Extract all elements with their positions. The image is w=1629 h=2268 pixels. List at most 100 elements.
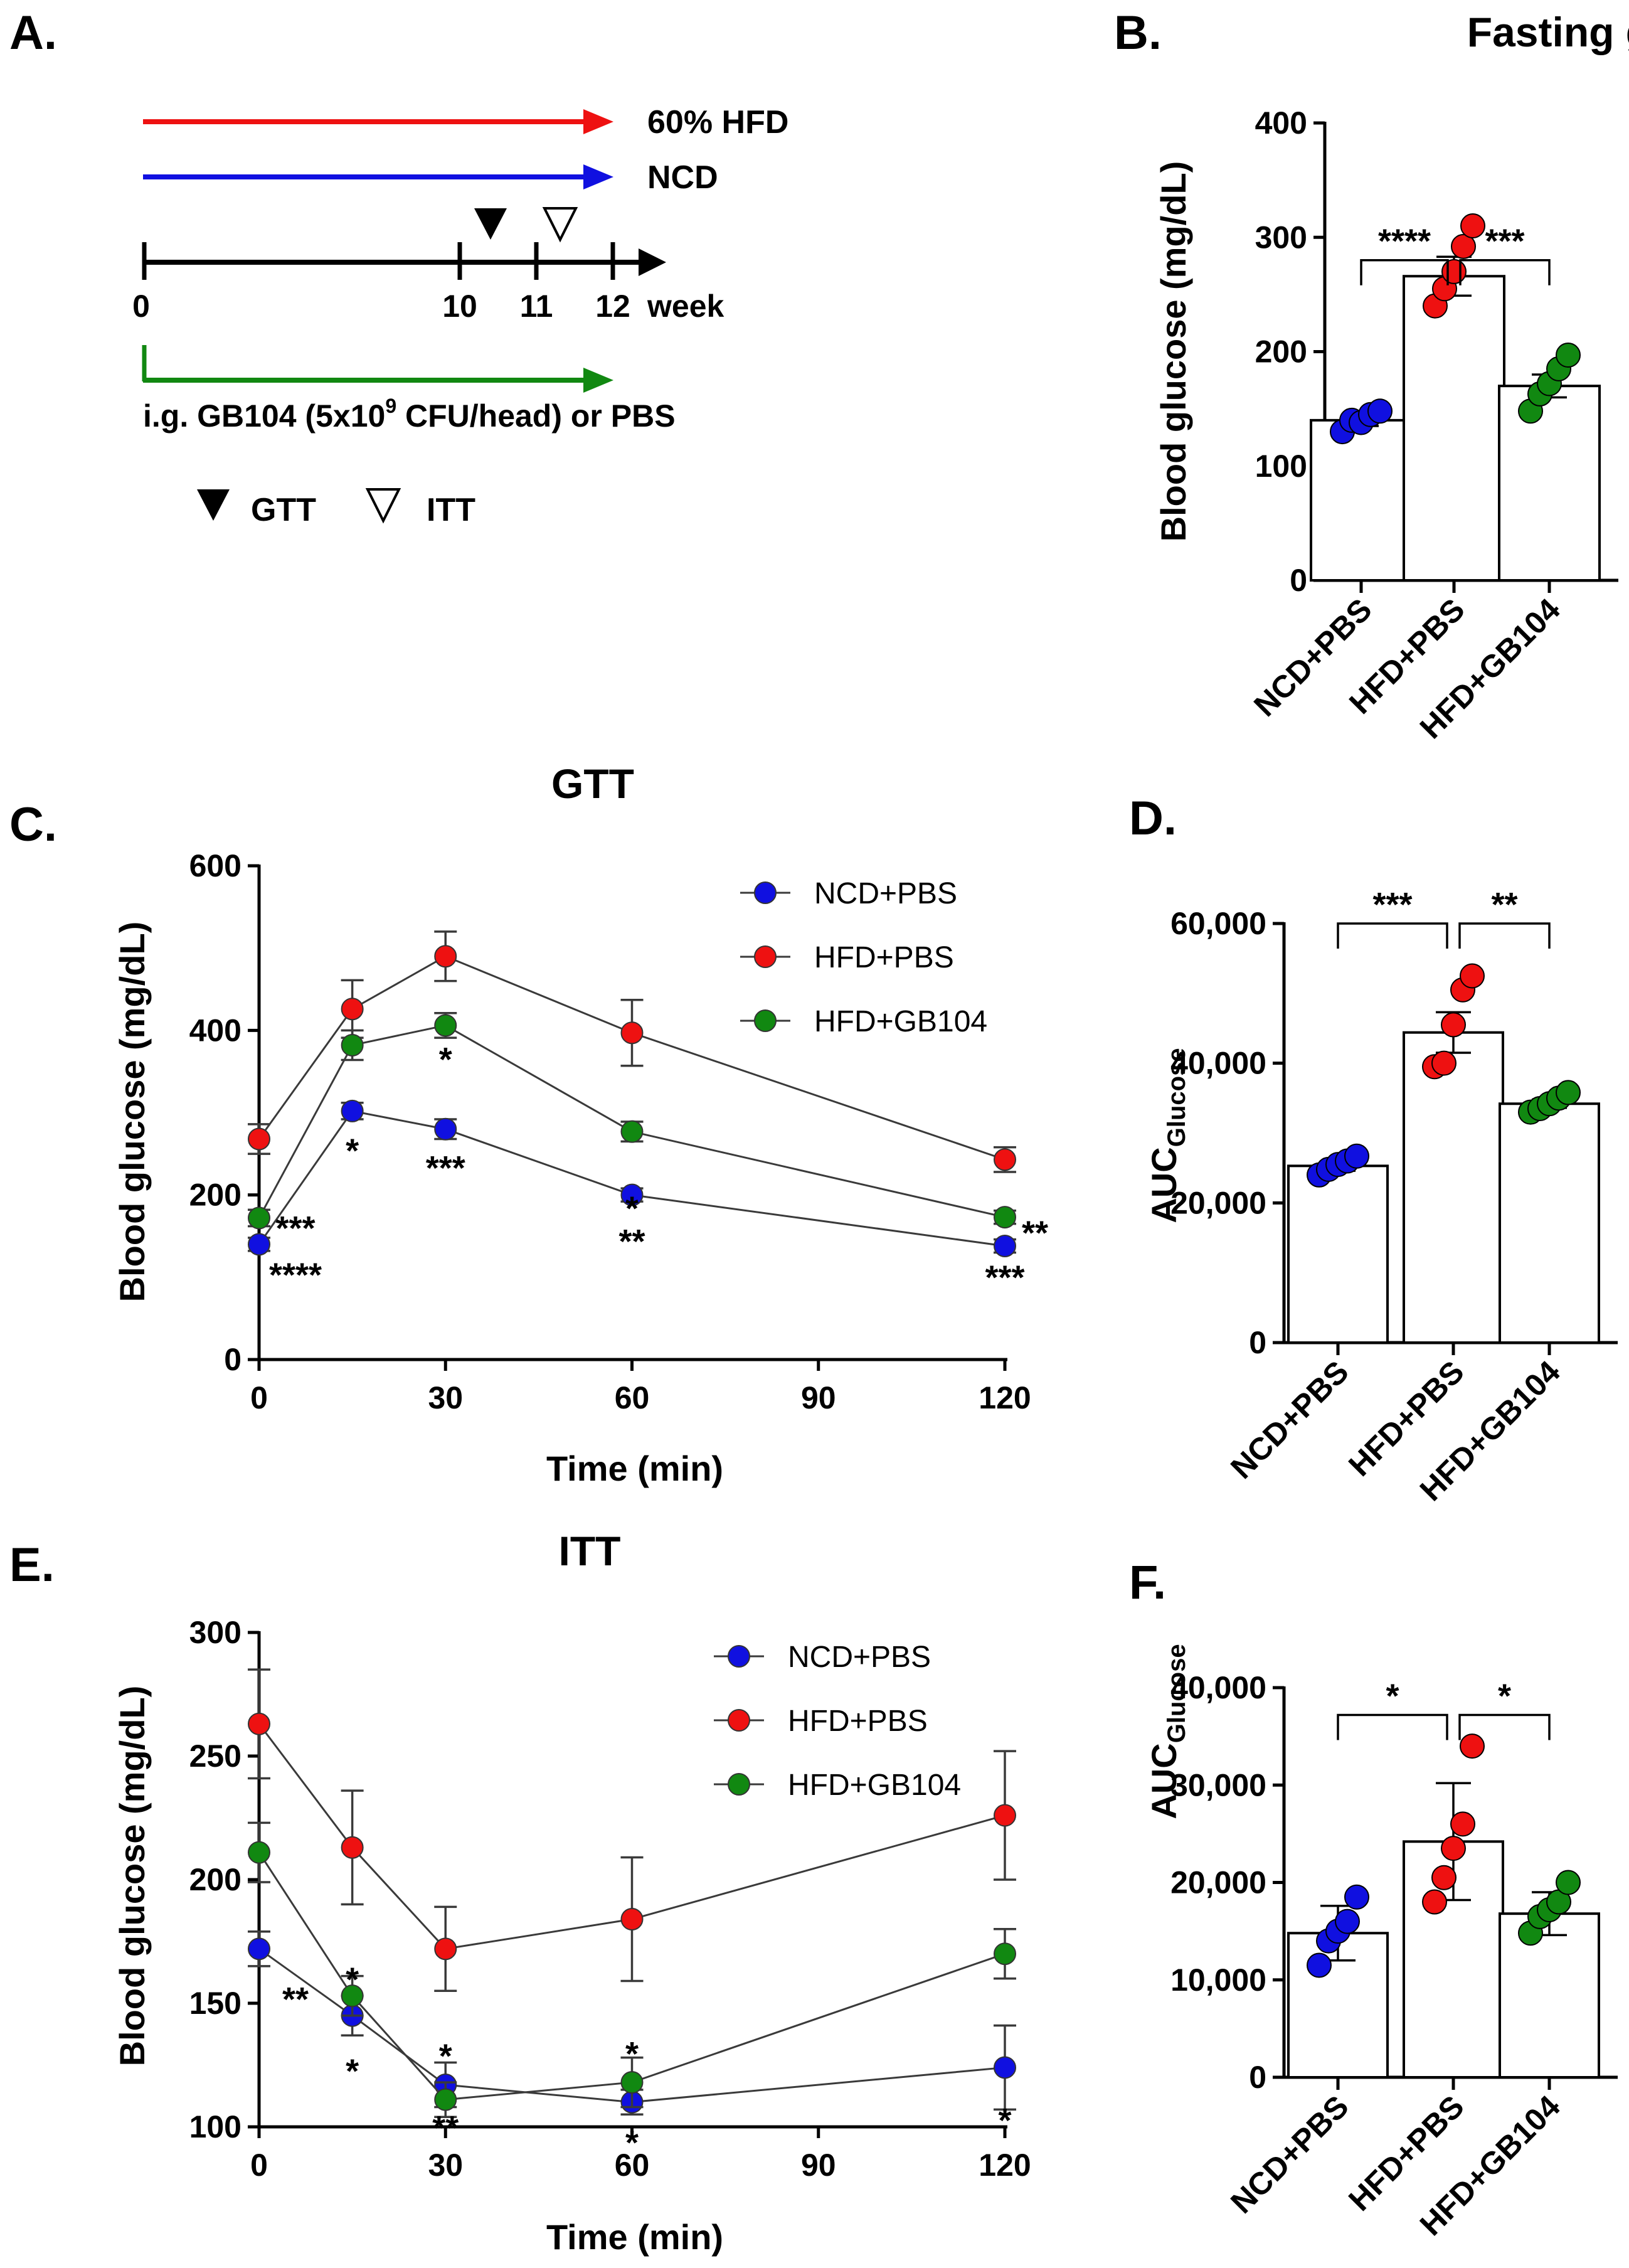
x-tick-label: 120 bbox=[979, 1380, 1031, 1415]
data-point-ncd bbox=[620, 1183, 644, 1206]
y-tick-label: 0 bbox=[224, 1342, 241, 1377]
significance-label: * bbox=[1498, 1677, 1511, 1715]
data-point bbox=[1460, 963, 1485, 989]
x-tick-label: 0 bbox=[250, 2148, 268, 2183]
y-tick-label: 600 bbox=[189, 848, 241, 883]
data-point-ncd bbox=[994, 1234, 1016, 1257]
significance-annotation: *** bbox=[985, 1259, 1024, 1297]
legend-marker-hfd bbox=[728, 1709, 750, 1732]
significance-bracket bbox=[1458, 1713, 1551, 1740]
gtt-marker-icon bbox=[474, 208, 507, 240]
data-point bbox=[1441, 1836, 1466, 1861]
panel-f: F. AUCGlucose 0 10,000 20,000 30,000 40,000 NCD… bbox=[1129, 1556, 1618, 2242]
legend-label-ncd: NCD+PBS bbox=[788, 1641, 931, 1674]
significance-annotation: * bbox=[346, 2052, 359, 2090]
data-point bbox=[1460, 213, 1485, 239]
data-point-hfd bbox=[994, 1804, 1016, 1827]
x-tick-label: 90 bbox=[801, 2148, 836, 2183]
gtt-legend-icon bbox=[197, 489, 230, 521]
data-point-hfd bbox=[434, 1937, 457, 1961]
y-tick-label: 60,000 bbox=[1170, 906, 1266, 941]
significance-bracket bbox=[1360, 258, 1449, 285]
data-point bbox=[1556, 1080, 1581, 1105]
significance-annotation: * bbox=[625, 1190, 639, 1227]
data-point-hfd bbox=[434, 945, 457, 968]
y-tick-label: 300 bbox=[189, 1615, 241, 1650]
data-point bbox=[1335, 1909, 1360, 1934]
timeline-label-12: 12 bbox=[595, 289, 630, 324]
panel-label-c: C. bbox=[9, 798, 57, 851]
itt-legend-icon bbox=[365, 488, 401, 524]
data-point-ncd bbox=[248, 1937, 270, 1961]
legend-label-hfd: HFD+PBS bbox=[814, 941, 954, 974]
significance-annotation: **** bbox=[269, 1257, 322, 1294]
data-point bbox=[1441, 258, 1467, 284]
ncd-arrow-label: NCD bbox=[647, 159, 718, 196]
x-tick-label: 60 bbox=[615, 2148, 650, 2183]
bar-hfd-pbs bbox=[1403, 275, 1505, 582]
panel-label-d: D. bbox=[1129, 792, 1177, 845]
significance-annotation: * bbox=[998, 2102, 1011, 2139]
significance-annotation: * bbox=[625, 2035, 639, 2073]
itt-marker-icon bbox=[542, 207, 578, 243]
category-label: NCD+PBS bbox=[1224, 1354, 1356, 1486]
panel-d: D.AUCGlucose020,00040,00060,000NCD+PBSHF… bbox=[1129, 792, 1618, 1508]
significance-bracket bbox=[1337, 1713, 1448, 1740]
y-tick-label: 200 bbox=[189, 1862, 241, 1897]
legend-label-gb104: HFD+GB104 bbox=[814, 1005, 987, 1038]
legend-marker-hfd bbox=[754, 945, 777, 968]
panel-label-a: A. bbox=[9, 6, 57, 60]
data-point bbox=[1450, 1811, 1475, 1837]
data-point bbox=[1451, 233, 1476, 259]
x-tick-label: 30 bbox=[428, 2148, 463, 2183]
ncd-arrowhead bbox=[583, 164, 613, 189]
panel-c: C. GTT Blood glucose (mg/dL) Time (min) 0 200… bbox=[9, 760, 1048, 1488]
data-point-gb104 bbox=[994, 1206, 1016, 1229]
data-point-ncd bbox=[434, 1117, 457, 1141]
y-tick-label: 10,000 bbox=[1170, 1962, 1266, 1998]
data-point-hfd bbox=[620, 1021, 644, 1045]
legend-marker-ncd bbox=[754, 881, 777, 904]
y-tick-label: 0 bbox=[1290, 563, 1307, 598]
significance-annotation: * bbox=[346, 1961, 359, 1999]
data-point bbox=[1422, 1889, 1447, 1915]
significance-annotation: ** bbox=[1022, 1215, 1048, 1252]
data-point bbox=[1344, 1884, 1369, 1910]
data-point-hfd bbox=[341, 998, 364, 1021]
timeline-label-0: 0 bbox=[132, 289, 150, 324]
significance-annotation: *** bbox=[426, 1149, 465, 1187]
treatment-label: i.g. GB104 (5x109 CFU/head) or PBS bbox=[143, 395, 676, 434]
data-point-gb104 bbox=[434, 1014, 457, 1037]
data-point-ncd bbox=[341, 1099, 364, 1122]
data-point-hfd bbox=[248, 1712, 270, 1735]
bar-ncd-pbs bbox=[1287, 1164, 1389, 1344]
significance-label: ** bbox=[1491, 886, 1517, 924]
significance-annotation: ** bbox=[432, 2109, 459, 2147]
treatment-arrowhead bbox=[583, 368, 613, 393]
bar-hfd-gb104 bbox=[1499, 1102, 1600, 1344]
legend-marker-gb104 bbox=[728, 1773, 750, 1796]
gtt-legend-label: GTT bbox=[251, 492, 316, 528]
bar-hfd-gb104 bbox=[1498, 385, 1601, 582]
significance-annotation: ** bbox=[282, 1981, 309, 2018]
data-point-gb104 bbox=[341, 1033, 364, 1057]
x-tick-label: 90 bbox=[801, 1380, 836, 1415]
y-tick-label: 200 bbox=[1255, 334, 1307, 370]
data-point bbox=[1441, 1012, 1466, 1038]
data-point-gb104 bbox=[620, 1120, 644, 1143]
timeline-arrowhead bbox=[639, 248, 666, 276]
y-axis-label: Blood glucose (mg/dL) bbox=[112, 922, 152, 1302]
y-tick-label: 40,000 bbox=[1170, 1046, 1266, 1081]
significance-annotation: * bbox=[439, 2038, 452, 2075]
data-point bbox=[1431, 1050, 1457, 1076]
data-point-gb104 bbox=[620, 2071, 644, 2094]
legend-label-hfd: HFD+PBS bbox=[788, 1705, 928, 1738]
legend-marker-gb104 bbox=[754, 1009, 777, 1032]
data-point-hfd bbox=[620, 1908, 644, 1931]
itt-legend-label: ITT bbox=[427, 492, 475, 528]
y-tick-label: 100 bbox=[1255, 449, 1307, 484]
data-point-hfd bbox=[341, 1836, 364, 1859]
timeline-label-11: 11 bbox=[520, 289, 553, 324]
y-tick-label: 0 bbox=[1249, 1325, 1266, 1360]
y-tick-label: 400 bbox=[1255, 105, 1307, 141]
